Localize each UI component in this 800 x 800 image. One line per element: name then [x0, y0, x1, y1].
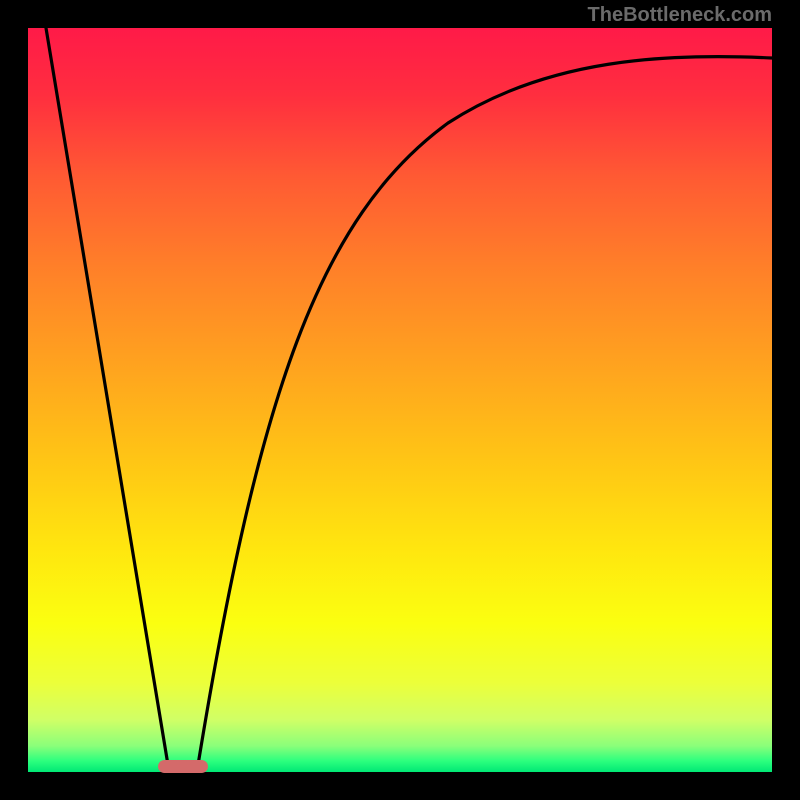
bottleneck-curve	[28, 28, 772, 772]
watermark-text: TheBottleneck.com	[588, 4, 772, 27]
plot-area	[28, 28, 772, 772]
curve-right-segment	[198, 57, 772, 765]
chart-frame: TheBottleneck.com	[0, 0, 800, 800]
curve-left-segment	[46, 28, 168, 765]
optimal-marker	[158, 760, 208, 773]
